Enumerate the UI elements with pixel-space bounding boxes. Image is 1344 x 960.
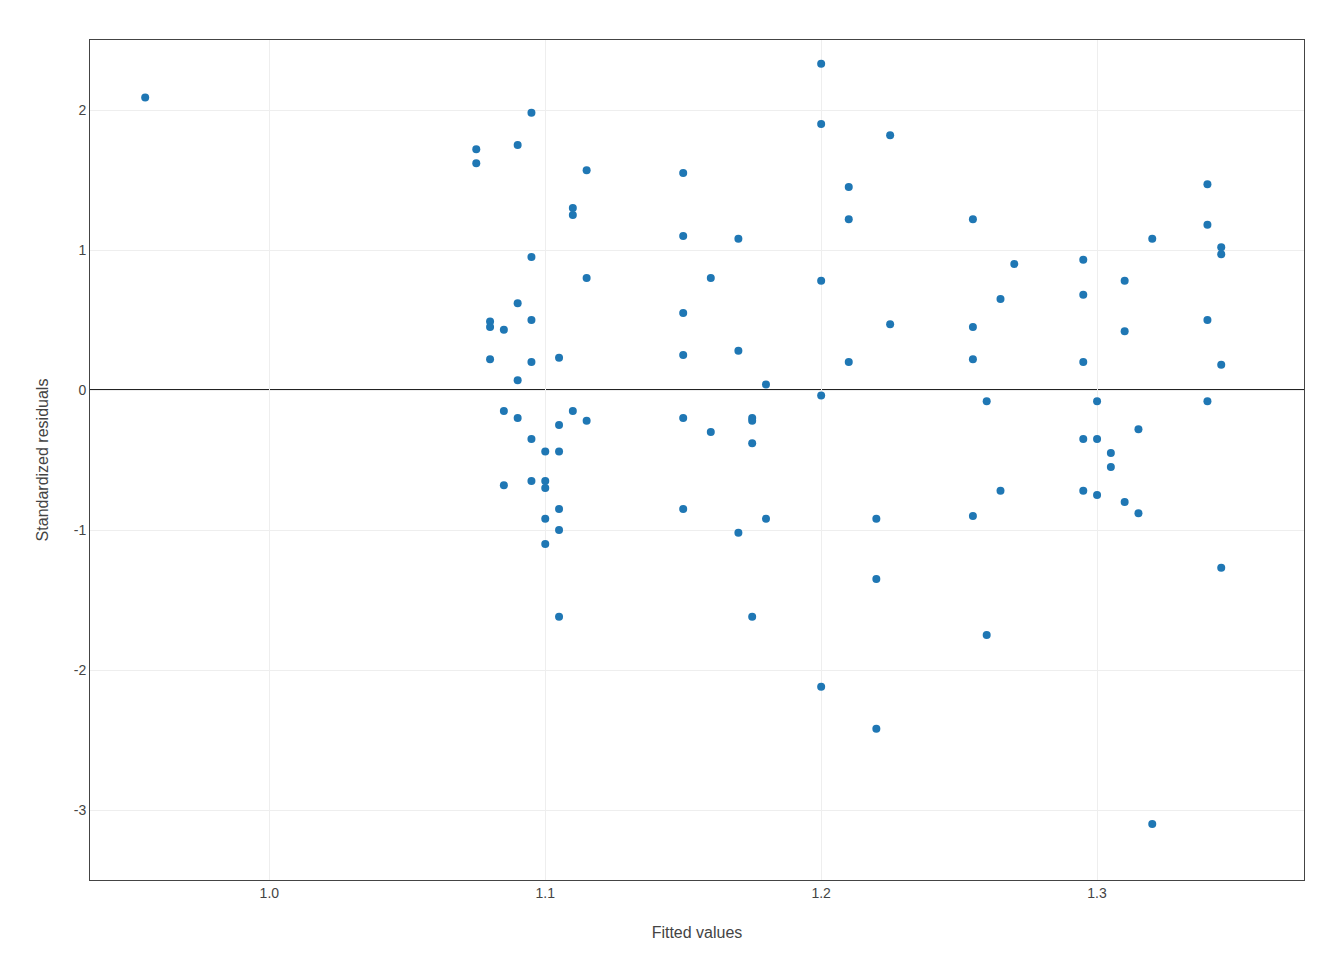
svg-text:0: 0 bbox=[78, 382, 86, 398]
svg-text:1: 1 bbox=[78, 242, 86, 258]
svg-text:-1: -1 bbox=[74, 522, 87, 538]
svg-text:Standardized residuals: Standardized residuals bbox=[34, 379, 51, 542]
svg-text:2: 2 bbox=[78, 102, 86, 118]
svg-text:-3: -3 bbox=[74, 802, 87, 818]
svg-text:Fitted values: Fitted values bbox=[652, 924, 743, 941]
svg-text:1.0: 1.0 bbox=[260, 885, 280, 901]
svg-text:1.3: 1.3 bbox=[1087, 885, 1107, 901]
svg-text:1.1: 1.1 bbox=[536, 885, 556, 901]
svg-text:1.2: 1.2 bbox=[811, 885, 831, 901]
svg-text:-2: -2 bbox=[74, 662, 87, 678]
